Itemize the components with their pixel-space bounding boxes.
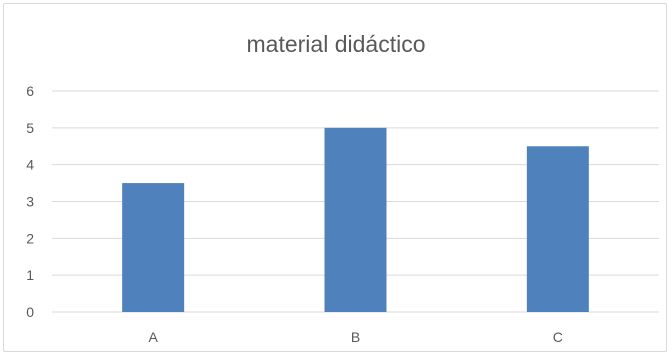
y-tick-label: 4 [26,157,34,173]
y-tick-label: 0 [26,304,34,320]
chart-title: material didáctico [246,31,426,57]
y-tick-label: 2 [26,230,34,246]
x-tick-label: C [553,329,563,345]
bar-B [324,127,387,312]
x-tick-label: A [148,329,158,345]
bar-C [526,146,589,312]
y-axis-tick-labels: 0 1 2 3 4 5 6 [26,83,34,320]
bars [122,127,589,312]
bar-A [122,183,185,312]
x-axis-tick-labels: A B C [148,329,562,345]
y-tick-label: 1 [26,267,34,283]
y-tick-label: 5 [26,120,34,136]
y-tick-label: 6 [26,83,34,99]
x-tick-label: B [351,329,360,345]
y-tick-label: 3 [26,194,34,210]
